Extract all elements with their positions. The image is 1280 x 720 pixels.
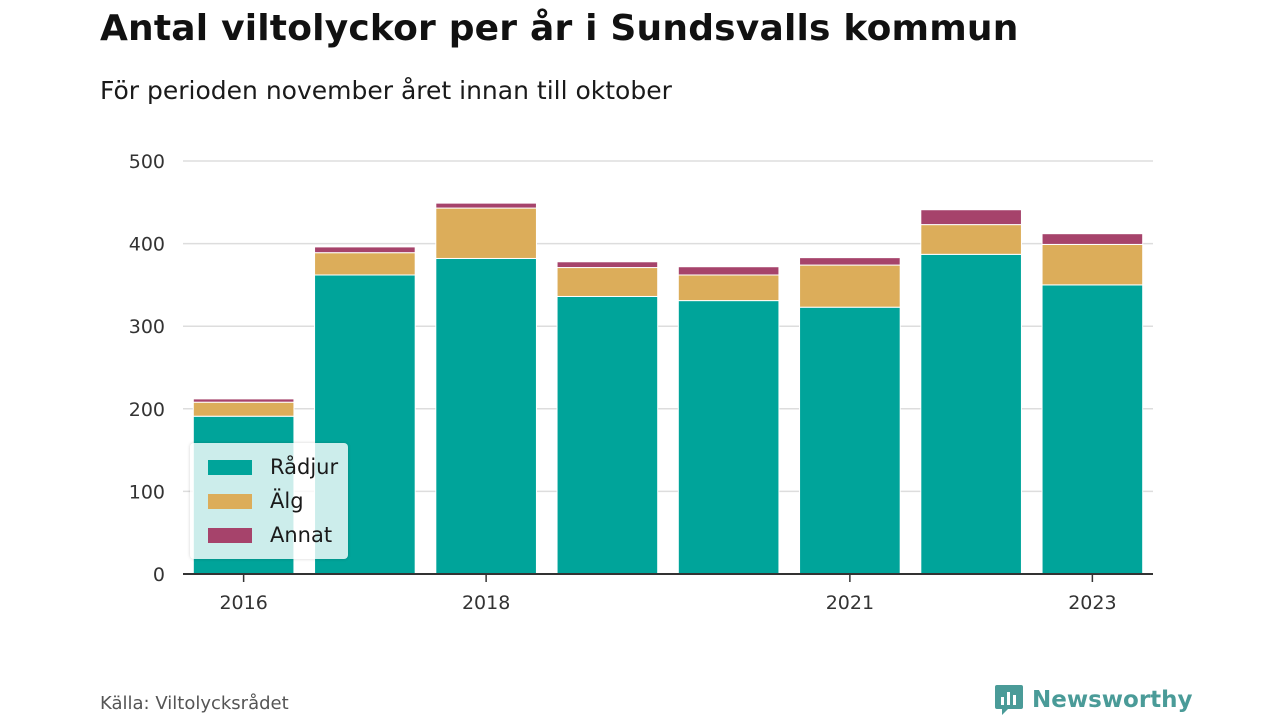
chart-title: Antal viltolyckor per år i Sundsvalls ko… bbox=[100, 8, 1019, 49]
y-tick-label: 200 bbox=[129, 399, 165, 421]
legend-item-alg: Älg bbox=[208, 489, 304, 513]
legend-item-annat: Annat bbox=[208, 523, 332, 547]
legend-swatch-alg bbox=[208, 493, 252, 509]
bar-segment--lg-2017 bbox=[314, 252, 416, 276]
bar-segment--lg-2019 bbox=[556, 267, 659, 297]
newsworthy-logo-icon bbox=[995, 685, 1023, 715]
bar-segment-r-djur-2023 bbox=[1041, 284, 1144, 575]
bar-segment-r-djur-2022 bbox=[920, 253, 1022, 575]
brand-name: Newsworthy bbox=[1032, 687, 1193, 713]
bar-segment-annat-2016 bbox=[192, 398, 295, 403]
bar-segment-annat-2020 bbox=[677, 266, 780, 276]
bar-segment-annat-2021 bbox=[799, 257, 901, 266]
bar-segment--lg-2018 bbox=[435, 207, 537, 259]
y-tick-label: 400 bbox=[129, 234, 165, 256]
bar-segment--lg-2016 bbox=[192, 401, 295, 417]
legend-item-radjur: Rådjur bbox=[208, 455, 338, 479]
bar-segment-annat-2022 bbox=[920, 209, 1022, 226]
bar-segment-annat-2019 bbox=[556, 261, 659, 269]
x-tick-label: 2018 bbox=[462, 592, 510, 614]
source-note: Källa: Viltolycksrådet bbox=[100, 693, 289, 714]
x-tick-label: 2023 bbox=[1068, 592, 1116, 614]
brand-logo: Newsworthy bbox=[994, 683, 1193, 717]
bar-segment-annat-2018 bbox=[435, 202, 537, 209]
bar-segment--lg-2020 bbox=[677, 274, 780, 302]
legend-label-alg: Älg bbox=[270, 489, 304, 513]
y-tick-label: 500 bbox=[129, 151, 165, 173]
legend-label-radjur: Rådjur bbox=[270, 455, 339, 479]
bar-segment--lg-2023 bbox=[1041, 243, 1144, 286]
y-tick-label: 100 bbox=[129, 481, 165, 503]
bar-segment--lg-2021 bbox=[799, 264, 901, 308]
bar-segment--lg-2022 bbox=[920, 224, 1022, 255]
bar-segment-annat-2017 bbox=[314, 246, 416, 254]
bar-segment-r-djur-2021 bbox=[799, 306, 901, 575]
legend-swatch-radjur bbox=[208, 459, 252, 475]
y-tick-label: 0 bbox=[153, 564, 165, 586]
chart-legend: Rådjur Älg Annat bbox=[190, 443, 348, 559]
bar-segment-r-djur-2020 bbox=[677, 300, 780, 575]
bar-segment-annat-2023 bbox=[1041, 233, 1144, 245]
bar-segment-r-djur-2019 bbox=[556, 295, 659, 575]
x-tick-label: 2016 bbox=[219, 592, 267, 614]
bar-segment-r-djur-2018 bbox=[435, 257, 537, 575]
chart-subtitle: För perioden november året innan till ok… bbox=[100, 76, 672, 105]
legend-label-annat: Annat bbox=[270, 523, 333, 547]
x-tick-label: 2021 bbox=[826, 592, 874, 614]
y-tick-label: 300 bbox=[129, 316, 165, 338]
legend-swatch-annat bbox=[208, 527, 252, 543]
